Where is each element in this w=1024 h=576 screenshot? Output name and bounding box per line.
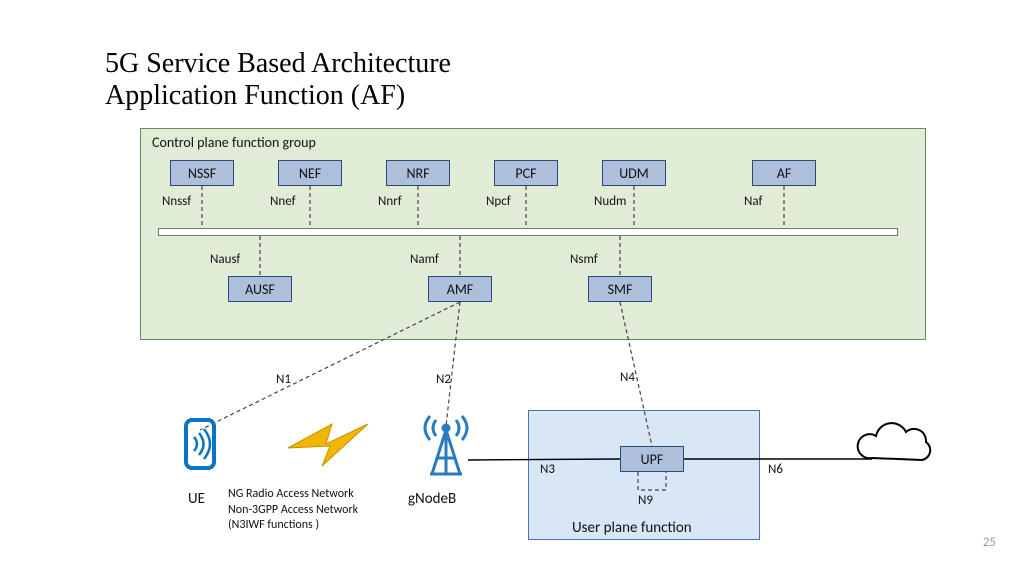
nf-nssf-label: NSSF — [188, 165, 216, 182]
link-n2-label: N2 — [436, 372, 451, 387]
nf-smf-label: SMF — [608, 281, 633, 298]
nf-nssf: NSSF — [170, 160, 234, 186]
nf-af: AF — [752, 160, 816, 186]
service-bus — [158, 228, 898, 236]
page-title: 5G Service Based Architecture Applicatio… — [105, 48, 451, 112]
iface-ausf: Nausf — [210, 252, 240, 267]
nf-nrf-label: NRF — [406, 165, 429, 182]
nf-smf: SMF — [588, 276, 652, 302]
ran-line-1: NG Radio Access Network — [228, 487, 354, 501]
nf-ausf: AUSF — [228, 276, 292, 302]
nf-ausf-label: AUSF — [245, 281, 275, 298]
link-n3-label: N3 — [540, 462, 555, 477]
page-number: 25 — [983, 535, 996, 550]
nf-nef: NEF — [278, 160, 342, 186]
dn-label: DN — [900, 438, 919, 456]
nf-amf-label: AMF — [447, 281, 474, 298]
nf-pcf-label: PCF — [515, 165, 536, 182]
ue-label: UE — [188, 490, 205, 508]
title-line-1: 5G Service Based Architecture — [105, 48, 451, 79]
nf-pcf: PCF — [494, 160, 558, 186]
iface-nssf: Nnssf — [162, 194, 191, 209]
user-plane-label: User plane function — [572, 519, 692, 537]
iface-udm: Nudm — [594, 194, 626, 209]
link-n1-label: N1 — [276, 372, 291, 387]
link-n4-label: N4 — [620, 370, 635, 385]
nf-nrf: NRF — [386, 160, 450, 186]
nf-udm-label: UDM — [619, 165, 649, 182]
gnodeb-label: gNodeB — [408, 490, 456, 508]
nf-upf: UPF — [620, 446, 684, 472]
nf-udm: UDM — [602, 160, 666, 186]
ran-line-3: (N3IWF functions ) — [228, 518, 319, 532]
ran-description: NG Radio Access Network Non-3GPP Access … — [228, 487, 358, 534]
link-n6-label: N6 — [768, 462, 783, 477]
nf-upf-label: UPF — [641, 451, 664, 468]
nf-nef-label: NEF — [299, 165, 321, 182]
iface-pcf: Npcf — [486, 194, 511, 209]
iface-amf: Namf — [410, 252, 439, 267]
nf-af-label: AF — [777, 165, 792, 182]
iface-nef: Nnef — [270, 194, 296, 209]
title-line-2: Application Function (AF) — [105, 80, 405, 111]
iface-smf: Nsmf — [570, 252, 598, 267]
iface-af: Naf — [744, 194, 763, 209]
iface-nrf: Nnrf — [378, 194, 402, 209]
link-n9-label: N9 — [638, 493, 653, 508]
control-plane-label: Control plane function group — [152, 134, 316, 151]
ran-line-2: Non-3GPP Access Network — [228, 503, 358, 517]
nf-amf: AMF — [428, 276, 492, 302]
